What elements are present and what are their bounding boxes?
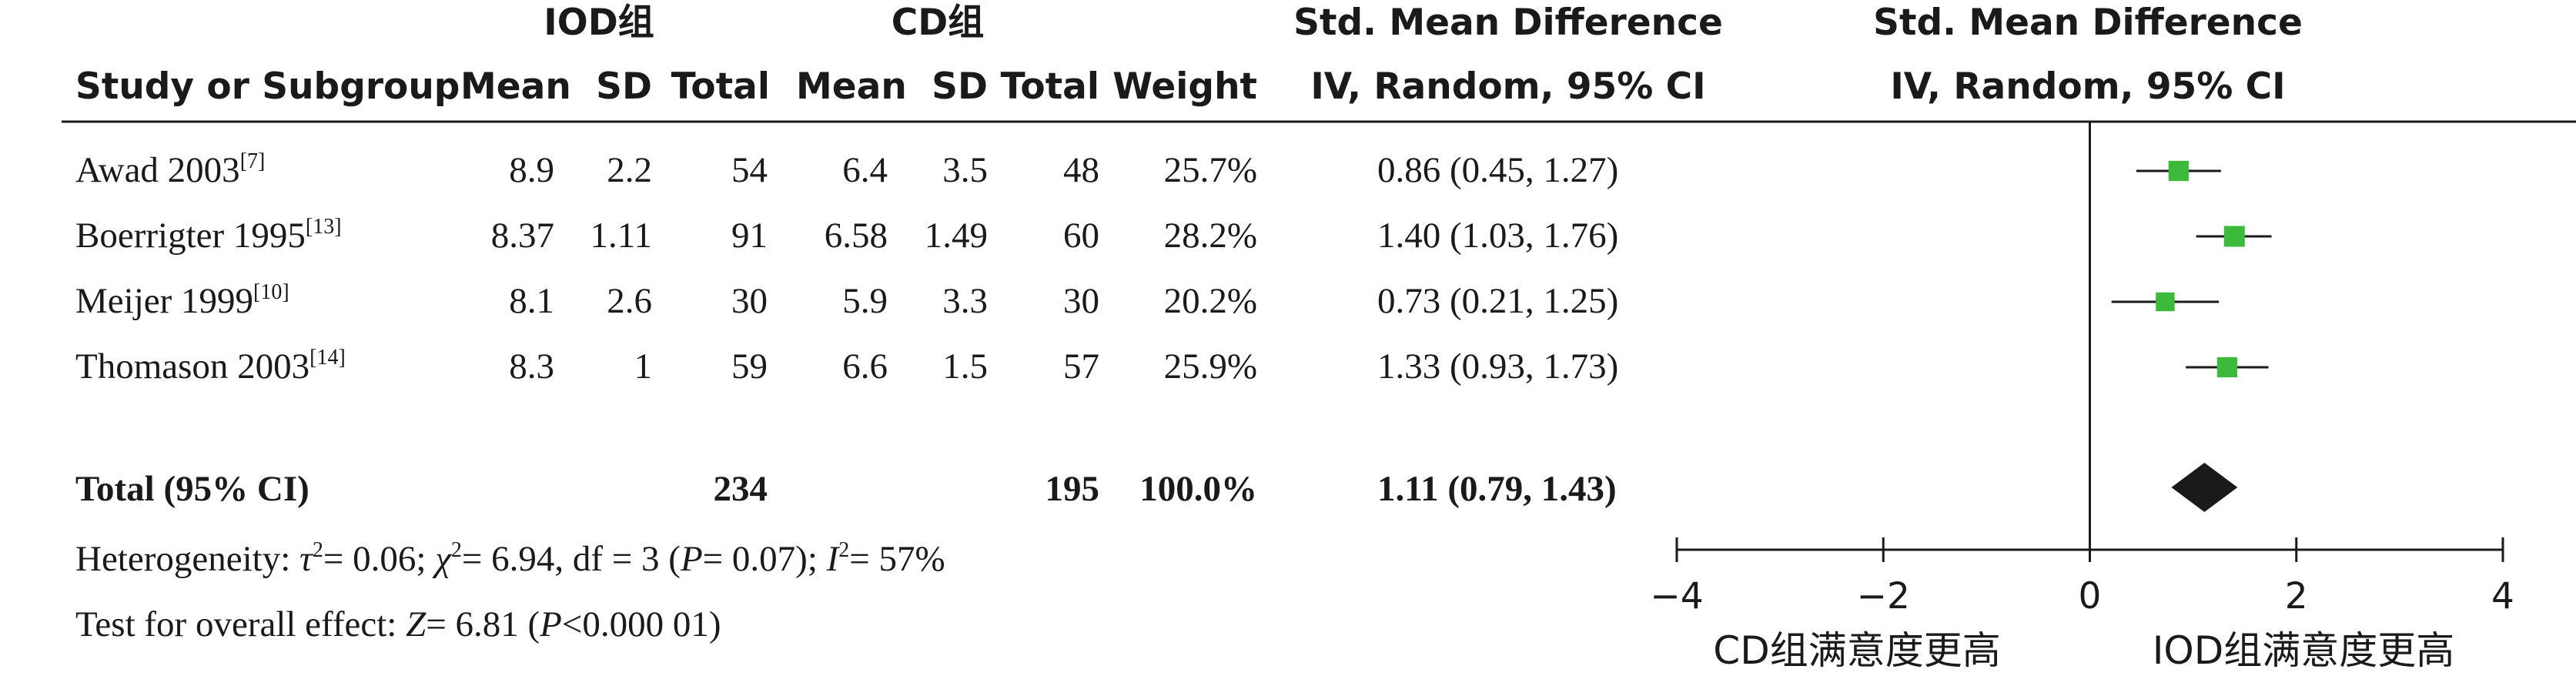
study-row: Boerrigter 1995[13] 8.37 1.11 91 6.58 1.… — [75, 215, 1618, 256]
study-row: Thomason 2003[14] 8.3 1 59 6.6 1.5 57 25… — [75, 346, 1618, 387]
favor-right-label: IOD组满意度更高 — [2153, 628, 2455, 673]
ci-value: 0.73 (0.21, 1.25) — [1377, 281, 1618, 321]
total2-column-header: Total — [1001, 65, 1099, 108]
total-label: Total (95% CI) — [75, 469, 309, 509]
heterogeneity-note: Heterogeneity: τ2= 0.06; χ2= 6.94, df = … — [75, 538, 945, 579]
forest-plot-area: −4 −2 0 2 4 — [1650, 122, 2514, 617]
mean2-column-header: Mean — [796, 65, 907, 108]
sd2-value: 3.3 — [942, 281, 988, 321]
mean2-value: 6.58 — [825, 216, 888, 256]
sd1-column-header: SD — [596, 65, 652, 108]
effect-marker — [2156, 292, 2175, 312]
group1-header: IOD组 — [544, 2, 654, 44]
smd-column-title: Std. Mean Difference — [1293, 2, 1723, 44]
mean2-value: 5.9 — [842, 281, 888, 321]
study-column-header: Study or Subgroup — [75, 65, 460, 108]
effect-marker — [2223, 226, 2245, 247]
x-tick-label: −4 — [1650, 575, 1703, 617]
total2-value: 57 — [1063, 346, 1099, 387]
plot-column-title: Std. Mean Difference — [1873, 2, 2303, 44]
study-name: Thomason 2003[14] — [75, 346, 346, 387]
favor-left-label: CD组满意度更高 — [1713, 628, 2000, 673]
total-weight-value: 100.0% — [1139, 469, 1257, 509]
weight-value: 25.9% — [1164, 346, 1257, 387]
study-row: Awad 2003[7] 8.9 2.2 54 6.4 3.5 48 25.7%… — [75, 149, 1618, 190]
pooled-diamond — [2171, 463, 2238, 512]
ci-value: 1.33 (0.93, 1.73) — [1377, 346, 1618, 387]
total1-value: 59 — [731, 346, 768, 387]
total2-value: 30 — [1063, 281, 1099, 321]
sd1-value: 1 — [634, 346, 653, 387]
sd1-value: 2.6 — [607, 281, 652, 321]
mean1-value: 8.9 — [509, 150, 554, 190]
sd1-value: 2.2 — [607, 150, 652, 190]
total-row: Total (95% CI) 234 195 100.0% 1.11 (0.79… — [75, 469, 1617, 509]
total1-value: 54 — [731, 150, 768, 190]
total2-value: 195 — [1045, 469, 1100, 509]
weight-value: 25.7% — [1164, 150, 1257, 190]
study-row: Meijer 1999[10] 8.1 2.6 30 5.9 3.3 30 20… — [75, 280, 1618, 321]
mean1-column-header: Mean — [460, 65, 571, 108]
total1-value: 91 — [731, 216, 768, 256]
x-tick-label: −2 — [1857, 575, 1910, 617]
study-name: Meijer 1999[10] — [75, 280, 289, 321]
x-tick-label: 4 — [2491, 575, 2514, 617]
mean1-value: 8.37 — [491, 216, 554, 256]
mean2-value: 6.6 — [842, 346, 888, 387]
sd2-column-header: SD — [932, 65, 988, 108]
mean1-value: 8.3 — [509, 346, 554, 387]
total2-value: 48 — [1063, 150, 1099, 190]
x-tick-label: 2 — [2285, 575, 2308, 617]
mean2-value: 6.4 — [842, 150, 888, 190]
group2-header: CD组 — [892, 2, 985, 44]
weight-value: 28.2% — [1164, 216, 1257, 256]
x-tick-label: 0 — [2079, 575, 2102, 617]
study-name: Awad 2003[7] — [75, 149, 265, 190]
ci-value: 1.40 (1.03, 1.76) — [1377, 216, 1618, 256]
sd2-value: 1.5 — [942, 346, 988, 387]
weight-column-header: Weight — [1112, 65, 1257, 108]
effect-marker — [2168, 160, 2189, 182]
overall-effect-note: Test for overall effect: Z= 6.81 (P<0.00… — [75, 604, 721, 644]
effect-marker — [2216, 356, 2238, 378]
plot-method-header: IV, Random, 95% CI — [1890, 65, 2285, 108]
total1-column-header: Total — [671, 65, 770, 108]
sd2-value: 1.49 — [925, 216, 988, 256]
total1-value: 234 — [714, 469, 768, 509]
study-name: Boerrigter 1995[13] — [75, 215, 342, 256]
total1-value: 30 — [731, 281, 768, 321]
ci-value: 0.86 (0.45, 1.27) — [1377, 150, 1618, 190]
weight-value: 20.2% — [1164, 281, 1257, 321]
mean1-value: 8.1 — [509, 281, 554, 321]
total-ci-value: 1.11 (0.79, 1.43) — [1377, 469, 1617, 509]
sd2-value: 3.5 — [942, 150, 988, 190]
smd-method-header: IV, Random, 95% CI — [1310, 65, 1705, 108]
total2-value: 60 — [1063, 216, 1099, 256]
sd1-value: 1.11 — [590, 216, 652, 256]
